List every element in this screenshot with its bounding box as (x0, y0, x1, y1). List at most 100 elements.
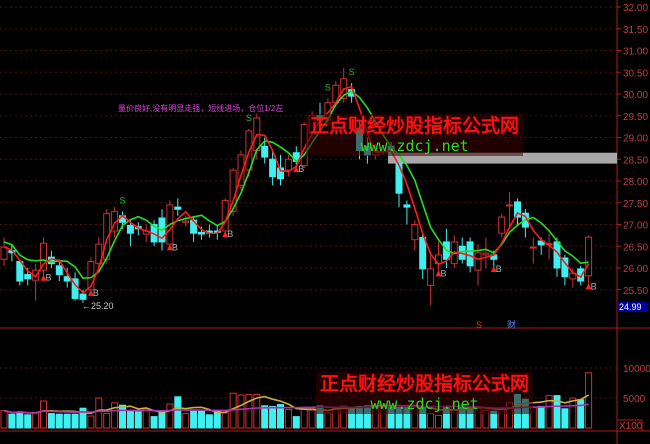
candle-up (411, 224, 419, 241)
buy-arrow-icon (40, 274, 47, 281)
candle-down (79, 293, 87, 300)
price-tick-label: 29.00 (623, 134, 648, 145)
candle-down (537, 240, 545, 246)
volume-bar (237, 394, 245, 429)
candle-down (277, 167, 284, 180)
volume-bar (119, 404, 126, 429)
buy-signal: B (46, 273, 52, 283)
candle-up (40, 242, 47, 271)
volume-bar (561, 408, 569, 429)
candle-down (403, 204, 411, 208)
candle-down (466, 241, 474, 267)
volume-tick-label: 10000 (623, 364, 650, 375)
volume-bar (55, 413, 63, 429)
buy-signal: B (298, 164, 304, 174)
buy-signal: B (496, 264, 502, 274)
volume-bar (174, 396, 182, 429)
volume-bar (577, 399, 585, 429)
price-tick-label: 31.00 (623, 47, 648, 58)
volume-bar (87, 415, 95, 429)
volume-bar (585, 372, 593, 429)
candle-down (419, 237, 427, 270)
volume-bar (158, 411, 166, 429)
volume-bar (190, 410, 198, 429)
price-tick-label: 27.50 (623, 199, 648, 210)
volume-bar (198, 410, 205, 429)
volume-bar (545, 395, 553, 429)
low-price-value: 25.20 (91, 301, 114, 311)
candle-down (55, 265, 63, 276)
volume-bar (95, 397, 103, 429)
candle-up (0, 246, 8, 260)
volume-bar (16, 411, 24, 429)
buy-signal: B (172, 242, 178, 252)
candle-up (284, 158, 292, 171)
sell-signal: S (246, 113, 252, 123)
price-tick-label: 30.00 (623, 90, 648, 101)
buy-arrow-icon (166, 244, 173, 251)
volume-bar (182, 413, 190, 429)
price-tick-label: 27.00 (623, 221, 648, 232)
price-tick-label: 28.00 (623, 177, 648, 188)
strategy-note: 量价良好,没有明显走强，短线进场，仓位1/2左 (118, 104, 284, 113)
price-tick-label: 31.50 (623, 25, 648, 36)
watermark-bottom: 正点财经炒股指标公式网 www.zdcj.net (316, 372, 534, 414)
candle-up (95, 243, 103, 265)
buy-arrow-icon (490, 266, 497, 272)
volume-bar (111, 402, 119, 429)
candle-up (237, 154, 245, 186)
volume-bar (134, 411, 142, 429)
candle-down (514, 201, 521, 218)
volume-bar (150, 416, 158, 429)
buy-signal: B (93, 288, 99, 298)
price-tick-label: 29.50 (623, 112, 648, 123)
candle-up (182, 220, 190, 223)
buy-signal: B (227, 229, 233, 239)
volume-bar (8, 413, 16, 429)
volume-bar (300, 408, 308, 429)
volume-bar (40, 400, 47, 429)
volume-bar (537, 405, 545, 429)
event-label-finance[interactable]: 财 (507, 320, 517, 330)
sell-signal: S (325, 82, 331, 92)
watermark-en: www.zdcj.net (360, 137, 469, 155)
volume-bar (292, 416, 300, 429)
volume-bar (79, 407, 87, 429)
buy-arrow-icon (435, 270, 442, 277)
low-price-label: ←25.20 (82, 301, 114, 311)
candle-down (198, 231, 205, 235)
volume-bar (205, 414, 213, 429)
volume-bar (553, 395, 561, 429)
volume-bar (0, 410, 8, 429)
candle-up (474, 252, 482, 271)
candle-down (261, 145, 269, 158)
volume-bar (569, 397, 577, 429)
volume-bar (166, 403, 174, 429)
price-tick-label: 26.00 (623, 264, 648, 275)
volume-bar (253, 393, 261, 429)
buy-arrow-icon (585, 283, 592, 290)
watermark-en: www.zdcj.net (370, 395, 479, 413)
watermark-cn: 正点财经炒股指标公式网 (310, 116, 520, 137)
volume-bar (261, 405, 269, 429)
event-label-s[interactable]: S (476, 320, 483, 330)
candle-down (174, 206, 182, 210)
volume-bar (284, 408, 292, 429)
volume-bar (63, 413, 71, 429)
volume-unit-label: X100 (619, 421, 643, 432)
sell-signal: S (349, 67, 355, 77)
candle-up (498, 216, 506, 234)
slow-trend-line (3, 90, 589, 280)
candle-up (529, 246, 537, 249)
resistance-band (388, 152, 617, 164)
volume-bar (71, 413, 79, 429)
watermark-top: 正点财经炒股指标公式网 www.zdcj.net (306, 114, 524, 156)
volume-bar (142, 408, 150, 429)
price-tick-label: 32.00 (623, 3, 648, 14)
candle-up (506, 204, 514, 207)
buy-signal: B (441, 268, 447, 278)
volume-bar (103, 413, 111, 429)
candle-up (427, 268, 435, 286)
price-tick-label: 28.50 (623, 155, 648, 166)
